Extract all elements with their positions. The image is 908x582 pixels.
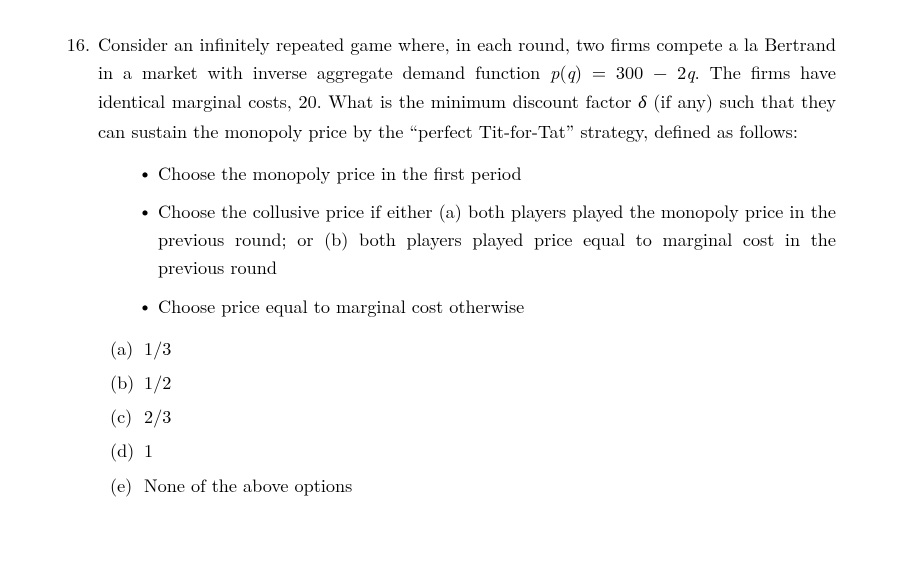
strategy-list: • Choose the monopoly price in the first…	[98, 159, 836, 320]
option-text: 1	[144, 436, 153, 464]
option-label: (a)	[110, 334, 144, 362]
option-text: None of the above options	[144, 471, 352, 499]
question-body: Consider an infinitely repeated game whe…	[98, 30, 836, 505]
option-text: 1/3	[144, 334, 171, 362]
option-text: 1/2	[144, 368, 171, 396]
option-d: (d) 1	[110, 436, 836, 464]
list-item: • Choose the monopoly price in the first…	[138, 159, 836, 187]
option-c: (c) 2/3	[110, 402, 836, 430]
list-item: • Choose the collusive price if either (…	[138, 197, 836, 282]
math-delta: δ	[638, 89, 646, 114]
bullet-text: Choose the monopoly price in the first p…	[158, 159, 836, 187]
math-eq: ) = 300 − 2	[575, 59, 686, 85]
math-q: q	[567, 60, 575, 85]
option-a: (a) 1/3	[110, 334, 836, 362]
question-block: 16. Consider an infinitely repeated game…	[58, 30, 836, 505]
exam-page: 16. Consider an infinitely repeated game…	[0, 0, 908, 535]
math-open: (	[559, 59, 566, 85]
bullet-text: Choose the collusive price if either (a)…	[158, 197, 836, 282]
bullet-icon: •	[138, 197, 158, 225]
option-text: 2/3	[144, 402, 171, 430]
option-label: (c)	[110, 402, 144, 430]
bullet-icon: •	[138, 159, 158, 187]
option-label: (e)	[110, 471, 144, 499]
option-label: (b)	[110, 368, 144, 396]
question-number: 16.	[58, 30, 98, 58]
math-q2: q	[686, 60, 694, 85]
option-e: (e) None of the above options	[110, 471, 836, 499]
option-label: (d)	[110, 436, 144, 464]
bullet-icon: •	[138, 292, 158, 320]
option-b: (b) 1/2	[110, 368, 836, 396]
list-item: • Choose price equal to marginal cost ot…	[138, 292, 836, 320]
answer-options: (a) 1/3 (b) 1/2 (c) 2/3 (d) 1 (e) None	[98, 334, 836, 499]
bullet-text: Choose price equal to marginal cost othe…	[158, 292, 836, 320]
